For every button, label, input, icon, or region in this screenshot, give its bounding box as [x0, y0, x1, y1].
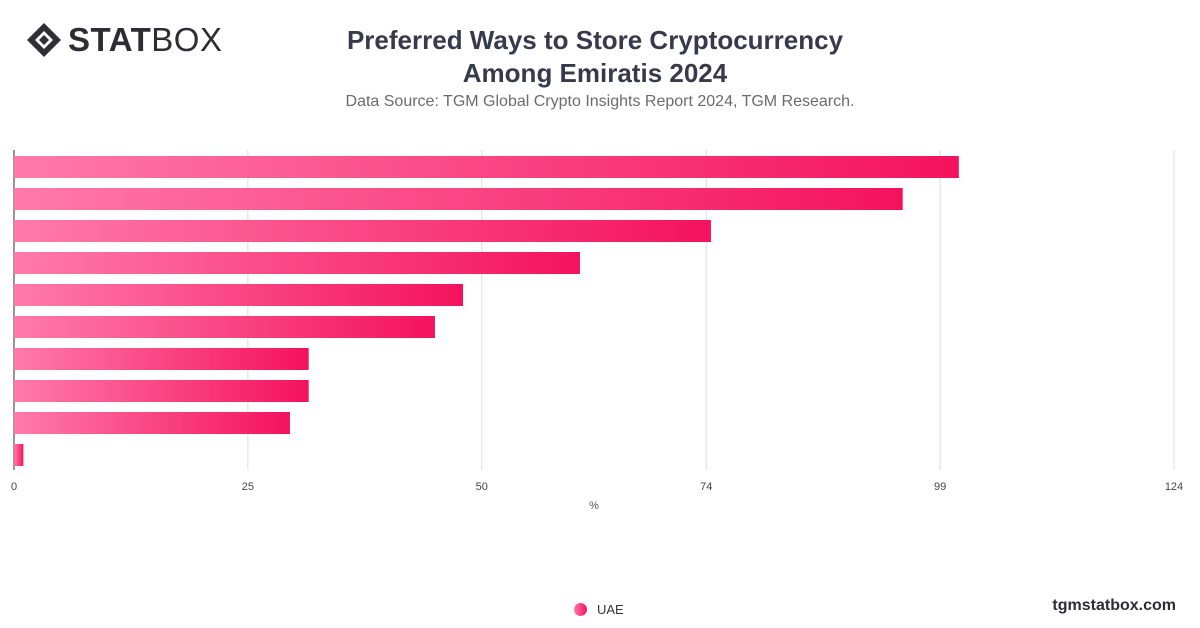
bar[interactable]: [14, 188, 903, 210]
x-tick-label: 50: [476, 481, 488, 493]
bar[interactable]: [14, 284, 464, 306]
bars: [14, 156, 959, 466]
x-tick-label: 25: [242, 481, 254, 493]
bar[interactable]: [14, 444, 24, 466]
bar[interactable]: [14, 156, 959, 178]
watermark: tgmstatbox.com: [1052, 597, 1176, 614]
bar[interactable]: [14, 348, 309, 370]
bar[interactable]: [14, 316, 435, 338]
x-tick-labels: 0 25 50 74 99 124: [11, 481, 1183, 493]
diamond-logo-icon: [27, 23, 61, 57]
bar[interactable]: [14, 380, 309, 402]
chart-subtitle: Data Source: TGM Global Crypto Insights …: [345, 93, 855, 110]
x-tick-label: 124: [1165, 481, 1183, 493]
x-tick-label: 0: [11, 481, 17, 493]
x-axis-title: %: [589, 500, 599, 512]
chart-title: Preferred Ways to Store Cryptocurrency A…: [346, 25, 844, 88]
bar[interactable]: [14, 220, 711, 242]
x-tick-label: 74: [700, 481, 712, 493]
legend-marker-uae: [574, 603, 587, 616]
bar[interactable]: [14, 252, 580, 274]
bar[interactable]: [14, 412, 290, 434]
logo-light-text: BOX: [151, 21, 223, 58]
logo-wordmark: STATBOX: [68, 22, 222, 58]
x-tick-label: 99: [934, 481, 946, 493]
legend-label-uae: UAE: [597, 602, 624, 617]
legend[interactable]: UAE: [574, 602, 624, 617]
statbox-logo: STATBOX: [26, 22, 222, 58]
logo-bold-text: STAT: [68, 21, 152, 58]
